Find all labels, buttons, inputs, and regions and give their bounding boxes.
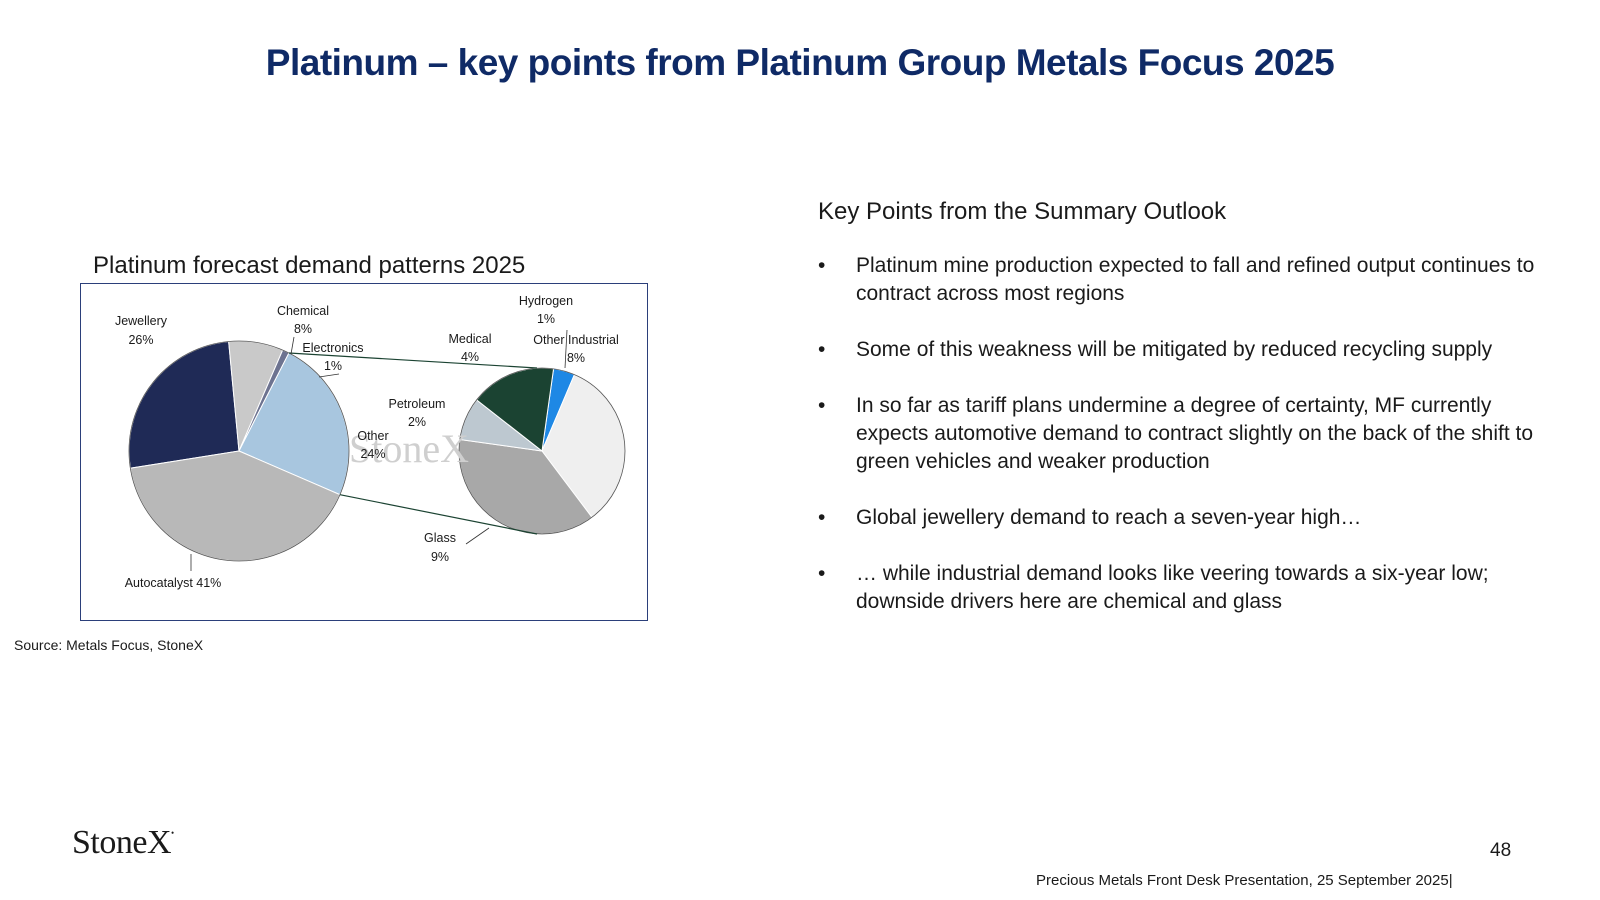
bullet-icon: • xyxy=(818,338,826,361)
data-label-other-value: 24% xyxy=(360,447,385,461)
list-item: • In so far as tariff plans undermine a d… xyxy=(818,392,1538,476)
bullet-text: … while industrial demand looks like vee… xyxy=(856,562,1489,613)
key-points-heading: Key Points from the Summary Outlook xyxy=(818,198,1227,225)
leader-line xyxy=(564,329,568,369)
bullet-text: Platinum mine production expected to fal… xyxy=(856,254,1535,305)
data-label-glass-value: 9% xyxy=(431,550,449,564)
page-number: 48 xyxy=(1490,840,1512,861)
bullet-icon: • xyxy=(818,394,826,417)
data-label-hydrogen-name: Hydrogen xyxy=(519,294,573,308)
data-label-jewellery-value: 26% xyxy=(128,333,153,347)
data-label-electronics-name: Electronics xyxy=(302,341,363,355)
data-label-chemical-name: Chemical xyxy=(277,304,329,318)
data-label-other-industrial-value: 8% xyxy=(567,351,585,365)
bullet-icon: • xyxy=(818,254,826,277)
chart-frame: StoneX Jewellery 26% Chemical 8% Electronics 1… xyxy=(80,283,648,621)
pie-of-pie-chart: StoneX Jewellery 26% Chemical 8% Electronics 1… xyxy=(115,294,626,590)
data-label-medical-value: 4% xyxy=(461,350,479,364)
data-label-petroleum-value: 2% xyxy=(408,415,426,429)
data-label-chemical-value: 8% xyxy=(294,322,312,336)
connector-line-bottom xyxy=(339,494,538,535)
data-label-glass-name: Glass xyxy=(424,531,456,545)
data-label-medical-name: Medical xyxy=(448,332,491,346)
list-item: • Platinum mine production expected to fa… xyxy=(818,252,1538,308)
main-outline xyxy=(128,340,350,562)
list-item: • … while industrial demand looks like ve… xyxy=(818,560,1538,616)
chart-heading: Platinum forecast demand patterns 2025 xyxy=(93,252,526,279)
watermark-text: StoneX xyxy=(349,426,469,471)
leader-line xyxy=(290,336,295,355)
data-label-autocatalyst: Autocatalyst 41% xyxy=(125,576,222,590)
leader-line xyxy=(318,373,340,378)
data-label-other-name: Other xyxy=(357,429,388,443)
key-points-list: • Platinum mine production expected to fa… xyxy=(818,252,1538,644)
data-label-jewellery-name: Jewellery xyxy=(115,314,168,328)
page-title: Platinum – key points from Platinum Grou… xyxy=(265,42,1335,83)
bullet-text: Some of this weakness will be mitigated … xyxy=(856,338,1493,361)
connector-line-top xyxy=(288,352,538,369)
source-note: Source: Metals Focus, StoneX xyxy=(14,637,204,653)
stonex-logo: StoneX• xyxy=(72,824,174,861)
data-label-other-industrial-name: Other Industrial xyxy=(533,333,618,347)
bullet-text: Global jewellery demand to reach a seven… xyxy=(856,506,1362,529)
list-item: • Some of this weakness will be mitigated… xyxy=(818,336,1538,364)
footer-text: Precious Metals Front Desk Presentation,… xyxy=(1036,872,1453,889)
list-item: • Global jewellery demand to reach a seve… xyxy=(818,504,1538,532)
bullet-icon: • xyxy=(818,506,826,529)
secondary-outline xyxy=(458,367,626,535)
data-label-electronics-value: 1% xyxy=(324,359,342,373)
data-label-petroleum-name: Petroleum xyxy=(389,397,446,411)
main-slice-jewellery xyxy=(128,340,240,469)
leader-line xyxy=(465,527,490,545)
data-label-hydrogen-value: 1% xyxy=(537,312,555,326)
bullet-text: In so far as tariff plans undermine a de… xyxy=(856,394,1534,473)
bullet-icon: • xyxy=(818,562,826,585)
